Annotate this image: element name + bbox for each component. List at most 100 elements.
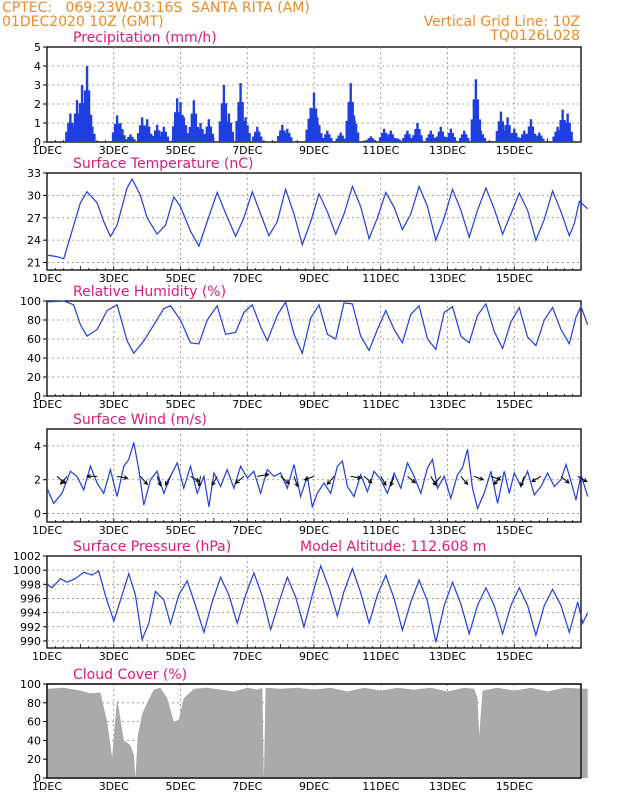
- precip-bar: [241, 101, 244, 142]
- precip-bar: [80, 85, 84, 142]
- wind-vector: [474, 475, 484, 481]
- precip-bar: [477, 134, 481, 142]
- precip-bar: [177, 114, 180, 142]
- precip-bar: [540, 135, 543, 142]
- precip-bar: [499, 111, 503, 142]
- precip-bar: [348, 132, 352, 142]
- temperature-xtick-label: 7DEC: [232, 272, 262, 285]
- precip-bar: [389, 130, 392, 142]
- precip-bar: [335, 138, 338, 142]
- wind-vector: [280, 475, 290, 484]
- cloud-xtick-label: 1DEC: [32, 780, 62, 793]
- precip-bar: [71, 126, 75, 142]
- precip-bar: [157, 130, 161, 142]
- precip-bar: [312, 92, 316, 142]
- precip-bar: [365, 139, 368, 142]
- wind-vector: [293, 476, 299, 487]
- precip-bar: [173, 112, 177, 142]
- wind-vector-head: [234, 479, 240, 484]
- precip-bar: [211, 133, 215, 142]
- precip-bar: [224, 103, 228, 142]
- temperature-series-line: [46, 177, 589, 260]
- precip-bar: [531, 126, 535, 142]
- precip-bar: [568, 122, 571, 142]
- precip-bar: [384, 132, 388, 142]
- cloud-title: Cloud Cover (%): [73, 667, 187, 683]
- precip-bar: [288, 132, 291, 142]
- precip-bar: [69, 113, 72, 142]
- precip-bar: [314, 108, 318, 142]
- grid-note-header: Vertical Grid Line: 10Z: [423, 14, 580, 30]
- precip-bar: [87, 126, 90, 142]
- pressure-xtick-label: 13DEC: [429, 650, 466, 663]
- precip-bar: [557, 130, 560, 142]
- precip-bar: [279, 130, 282, 142]
- precip-bar: [367, 138, 370, 142]
- precip-bar: [391, 134, 394, 142]
- precip-bar: [179, 102, 182, 142]
- precip-bar: [564, 122, 567, 142]
- wind-xtick-label: 15DEC: [496, 524, 533, 537]
- precip-bar: [73, 113, 77, 142]
- wind-vector-head: [519, 482, 524, 488]
- wind-vector-head: [411, 478, 416, 484]
- humidity-ytick-label: 20: [27, 371, 41, 384]
- panel-temperature: 21 24 27 30 33 1DEC 3DEC 5DEC 7DEC 9DEC 11DEC 13DEC…: [27, 156, 589, 285]
- humidity-ytick-label: 60: [27, 333, 41, 346]
- wind-xtick-label: 13DEC: [429, 524, 466, 537]
- precip-bar: [180, 125, 184, 142]
- precip-bar: [89, 119, 92, 142]
- precip-bar: [347, 101, 350, 142]
- precip-bar: [343, 138, 346, 142]
- precip-bar: [525, 133, 529, 142]
- temperature-title: Surface Temperature (nC): [73, 156, 254, 172]
- precip-bar: [433, 137, 437, 142]
- wind-vector: [460, 476, 468, 485]
- precip-bar: [91, 126, 94, 142]
- precip-bar: [447, 132, 451, 142]
- precip-bar: [207, 119, 211, 142]
- precipitation-ytick-label: 0: [34, 136, 41, 149]
- precip-bar: [129, 134, 132, 142]
- precip-bar: [521, 134, 524, 142]
- pressure-xtick-label: 1DEC: [32, 650, 62, 663]
- cloud-ytick-label: 60: [27, 716, 41, 729]
- precip-bar: [316, 117, 319, 142]
- precip-bar: [341, 135, 344, 142]
- precipitation-ytick-label: 2: [34, 98, 41, 111]
- precip-bar: [402, 137, 405, 142]
- precip-bar: [354, 123, 358, 142]
- precip-bar: [158, 136, 162, 142]
- precip-bar: [308, 124, 312, 142]
- precip-bar: [307, 118, 310, 142]
- pressure-title: Surface Pressure (hPa): [73, 539, 231, 555]
- precip-bar: [322, 137, 325, 142]
- wind-vector: [164, 476, 171, 486]
- precip-bar: [406, 130, 409, 142]
- precip-bar: [199, 123, 202, 142]
- precip-bar: [155, 124, 159, 142]
- precip-bar: [396, 138, 399, 142]
- precip-bar: [284, 132, 287, 142]
- precipitation-xtick-label: 9DEC: [299, 144, 329, 157]
- precip-bar: [209, 126, 213, 142]
- precip-bar: [425, 137, 429, 142]
- precip-bar: [506, 117, 509, 142]
- precip-bar: [312, 133, 315, 142]
- pressure-ytick-label: 992: [20, 621, 41, 634]
- temperature-xtick-label: 13DEC: [429, 272, 466, 285]
- temperature-ytick-label: 27: [27, 212, 41, 225]
- precip-bar: [192, 100, 196, 142]
- precip-bar: [416, 123, 419, 142]
- precip-bar: [451, 132, 455, 142]
- precip-bar: [394, 139, 397, 142]
- precip-bar: [408, 134, 411, 142]
- precip-bar: [356, 132, 360, 142]
- precip-bar: [310, 108, 314, 142]
- humidity-xtick-label: 1DEC: [32, 398, 62, 411]
- precip-bar: [519, 137, 522, 142]
- precip-bar: [412, 135, 415, 142]
- precip-bar: [162, 126, 166, 142]
- wind-vector-head: [164, 481, 170, 487]
